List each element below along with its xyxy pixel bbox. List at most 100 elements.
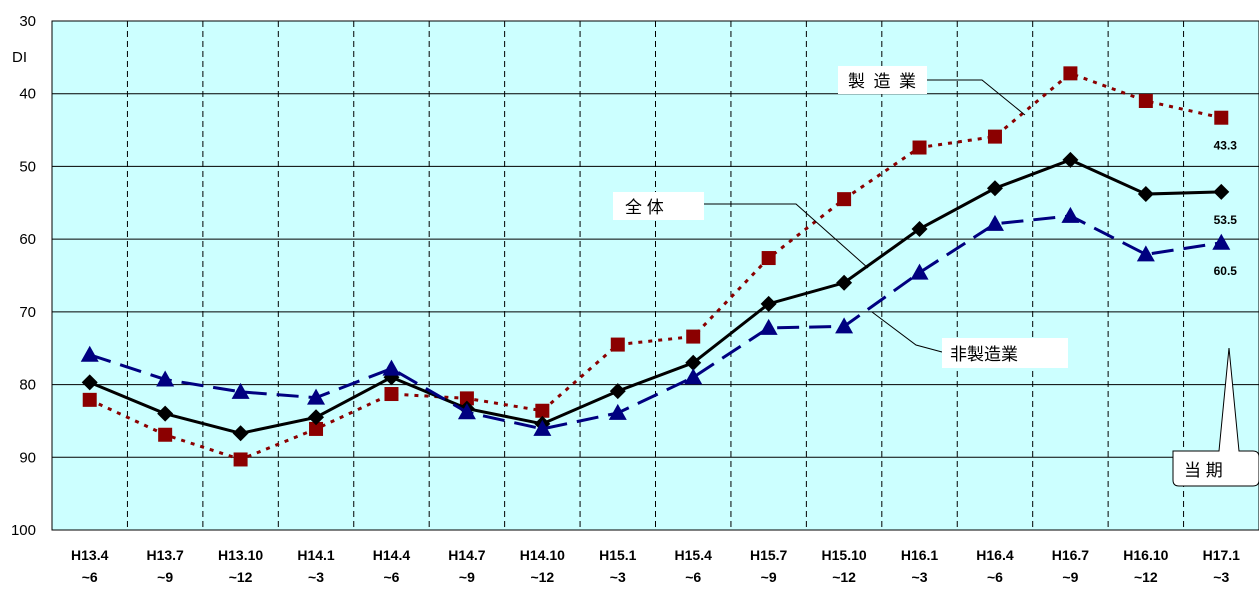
data-point [610, 337, 625, 352]
data-point [533, 419, 552, 436]
data-point [685, 354, 702, 371]
x-tick-label: H16.7 [1052, 547, 1090, 563]
manufacturing-callout-leader [927, 79, 1026, 116]
y-tick-label: 60 [19, 231, 36, 248]
gridlines [52, 21, 1259, 530]
data-point [457, 403, 476, 420]
y-tick-label: 70 [19, 304, 36, 321]
x-tick-label: ~6 [82, 569, 98, 585]
x-tick-label: H14.1 [297, 547, 335, 563]
y-tick-label: 50 [19, 158, 36, 175]
data-point [384, 387, 399, 402]
data-point [986, 180, 1003, 197]
data-point [836, 274, 853, 291]
x-tick-label: ~3 [1213, 569, 1229, 585]
data-point [80, 345, 99, 362]
total-callout-leader [704, 203, 869, 269]
x-tick-label: H13.7 [146, 547, 184, 563]
data-point [1213, 183, 1230, 200]
series-line [89, 71, 1222, 462]
data-point [760, 295, 777, 312]
data-point [835, 317, 854, 334]
x-tick-label: H17.1 [1203, 547, 1241, 563]
x-tick-label: H15.10 [822, 547, 867, 563]
y-axis-ticks: 30 40 50 60 70 80 90 100 [11, 13, 36, 539]
end-value-labels: 43.3 53.5 60.5 [1206, 135, 1244, 279]
manufacturing-callout-box [838, 66, 927, 94]
non-manufacturing-callout-leader [871, 311, 943, 353]
x-tick-label: H14.7 [448, 547, 486, 563]
x-tick-label: ~6 [383, 569, 399, 585]
callouts: 製造業 全 体 非製造業 当 期 [613, 66, 1259, 487]
data-point [232, 425, 249, 442]
series-layer [80, 66, 1231, 467]
y-tick-label: 100 [11, 522, 36, 539]
data-point [1063, 66, 1078, 81]
x-tick-label: ~6 [987, 569, 1003, 585]
data-point [609, 383, 626, 400]
data-point [759, 318, 778, 335]
data-point [535, 403, 550, 418]
data-point [233, 452, 248, 467]
non-manufacturing-callout-label: 非製造業 [950, 345, 1018, 364]
data-point [837, 192, 852, 207]
x-tick-label: ~3 [610, 569, 626, 585]
x-tick-label: ~9 [1062, 569, 1078, 585]
data-point [1214, 110, 1229, 125]
x-tick-label: H15.1 [599, 547, 637, 563]
data-point [81, 374, 98, 391]
series-line [89, 214, 1222, 431]
y-axis-label: DI [12, 49, 27, 66]
x-tick-label: ~3 [912, 569, 928, 585]
x-tick-label: H16.10 [1123, 547, 1168, 563]
x-tick-label: ~3 [308, 569, 324, 585]
data-point [686, 329, 701, 344]
total-callout-box [613, 192, 704, 220]
end-label-bg [1206, 135, 1244, 154]
x-tick-label: H14.4 [373, 547, 411, 563]
end-value-label: 60.5 [1214, 264, 1238, 278]
x-tick-label: ~9 [761, 569, 777, 585]
series-line [89, 158, 1222, 435]
data-point [912, 140, 927, 155]
y-tick-label: 90 [19, 449, 36, 466]
manufacturing-callout-label: 製造業 [848, 72, 916, 91]
x-tick-label: H15.4 [675, 547, 713, 563]
x-tick-label: H16.4 [976, 547, 1014, 563]
data-point [985, 214, 1004, 231]
y-tick-label: 30 [19, 13, 36, 30]
y-tick-label: 40 [19, 86, 36, 103]
x-tick-label: H16.1 [901, 547, 939, 563]
data-point [1212, 233, 1231, 250]
data-point [157, 405, 174, 422]
data-point [1061, 206, 1080, 223]
x-tick-label: ~9 [459, 569, 475, 585]
current-period-label: 当 期 [1184, 461, 1223, 480]
total-callout-label: 全 体 [625, 198, 664, 217]
data-point [82, 392, 97, 407]
data-point [308, 409, 325, 426]
end-label-bg [1206, 260, 1244, 279]
x-tick-label: H13.10 [218, 547, 263, 563]
current-period-callout [1172, 347, 1259, 487]
x-tick-label: H13.4 [71, 547, 109, 563]
data-point [309, 421, 324, 436]
non-manufacturing-callout-box [942, 338, 1068, 368]
data-point [1138, 93, 1153, 108]
data-point [1136, 245, 1155, 262]
data-point [382, 359, 401, 376]
data-point [158, 427, 173, 442]
x-tick-label: ~12 [530, 569, 554, 585]
x-tick-label: ~12 [832, 569, 856, 585]
data-point [761, 251, 776, 266]
data-point [911, 220, 928, 237]
end-value-label: 43.3 [1214, 139, 1238, 153]
x-tick-label: ~6 [685, 569, 701, 585]
data-point [1137, 186, 1154, 203]
end-value-label: 53.5 [1214, 213, 1238, 227]
data-point [910, 263, 929, 280]
data-point [608, 403, 627, 420]
data-point [231, 382, 250, 399]
x-tick-label: ~12 [229, 569, 253, 585]
